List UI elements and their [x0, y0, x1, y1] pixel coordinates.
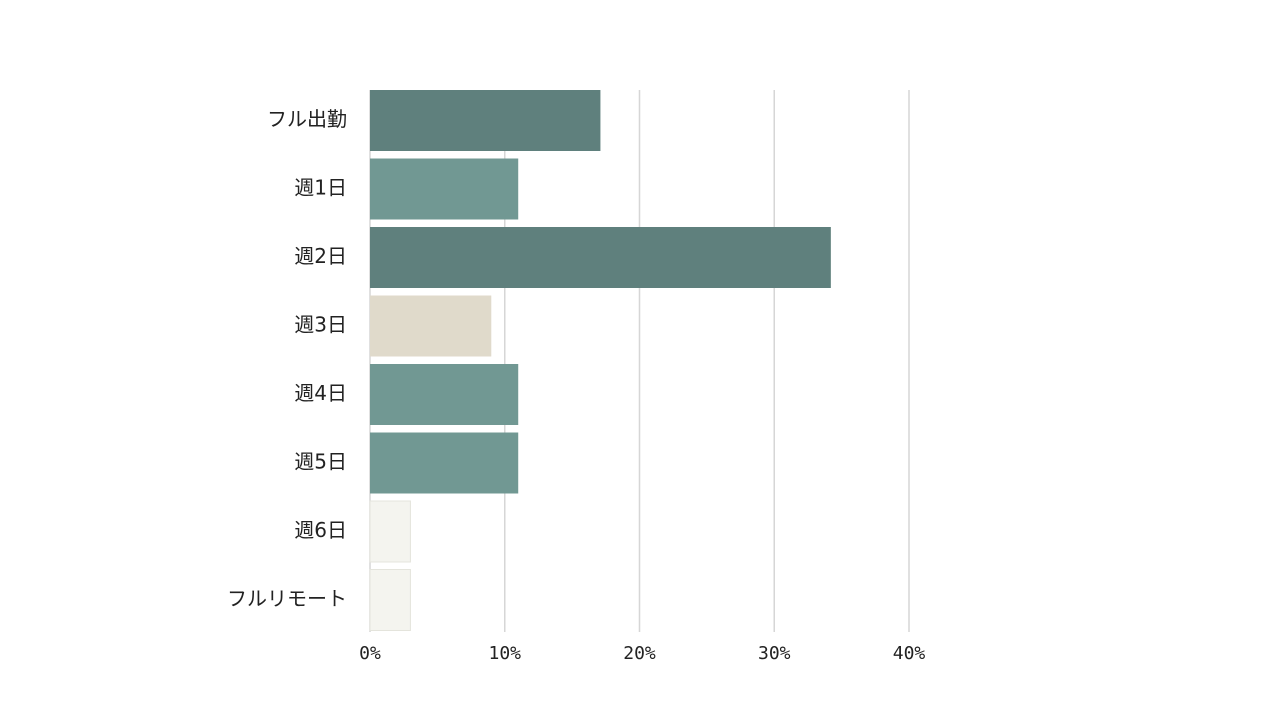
- category-label: 週3日: [294, 313, 347, 337]
- category-label: 週6日: [294, 518, 347, 542]
- bar: [370, 364, 519, 425]
- bar: [370, 227, 831, 288]
- x-tick-label: 0%: [359, 643, 381, 664]
- bar: [369, 500, 411, 563]
- x-tick-label: 10%: [488, 643, 521, 664]
- bar: [370, 90, 601, 151]
- bar: [370, 295, 492, 357]
- x-axis-tick-labels: 0% 10% 20% 30% 40%: [359, 643, 925, 664]
- category-label: 週1日: [294, 176, 347, 200]
- x-tick-label: 30%: [758, 643, 791, 664]
- x-tick-label: 20%: [623, 643, 656, 664]
- bar: [369, 569, 411, 631]
- x-tick-label: 40%: [893, 643, 926, 664]
- bar: [370, 432, 519, 494]
- bar-layer: [369, 90, 831, 631]
- bar: [370, 158, 519, 220]
- category-label: フルリモート: [227, 587, 347, 611]
- category-label: 週5日: [294, 450, 347, 474]
- category-label: 週4日: [294, 381, 347, 405]
- category-label: 週2日: [294, 244, 347, 268]
- category-label: フル出勤: [267, 107, 347, 131]
